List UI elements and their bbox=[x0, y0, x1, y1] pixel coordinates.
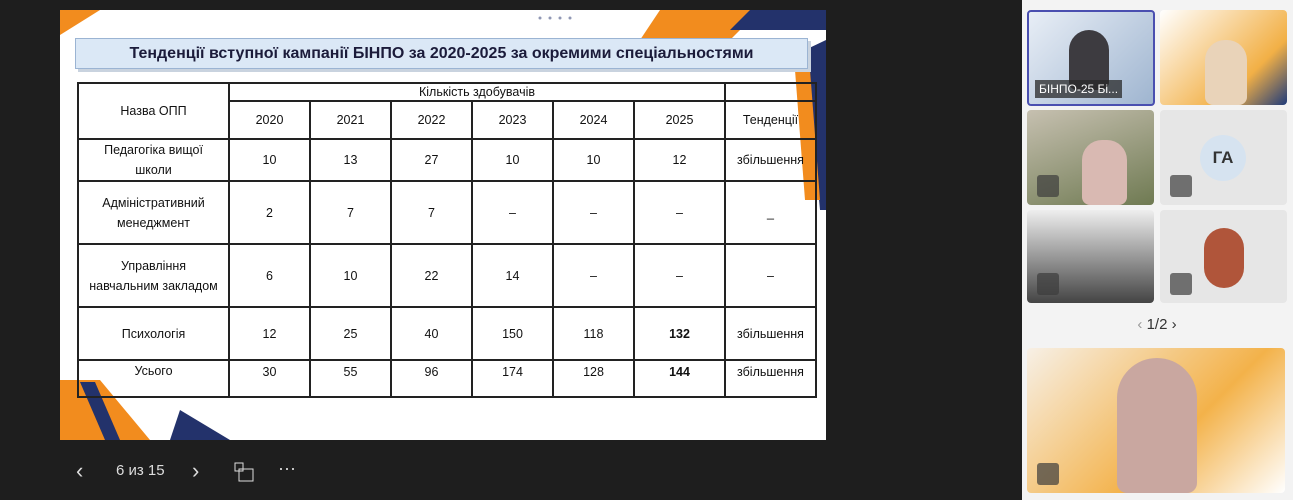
table-cell: 144 bbox=[633, 359, 726, 398]
header-cell: 2024 bbox=[552, 100, 635, 140]
header-cell: 2025 bbox=[633, 100, 726, 140]
row-name: Управління навчальним закладом bbox=[77, 243, 230, 308]
table-cell: 40 bbox=[390, 306, 473, 361]
table-cell: 12 bbox=[228, 306, 311, 361]
table-cell: 12 bbox=[633, 138, 726, 182]
header-cell: Кількість здобувачів bbox=[228, 82, 726, 102]
table-cell: – bbox=[471, 180, 554, 245]
pager-prev[interactable]: ‹ bbox=[1137, 316, 1143, 333]
table-cell: 150 bbox=[471, 306, 554, 361]
header-cell: 2022 bbox=[390, 100, 473, 140]
trend-cell: – bbox=[724, 243, 817, 308]
trend-cell: збільшення bbox=[724, 359, 817, 398]
video-tile[interactable] bbox=[1027, 210, 1154, 303]
table-cell: 10 bbox=[552, 138, 635, 182]
table-cell: 96 bbox=[390, 359, 473, 398]
header-cell: Назва ОПП bbox=[77, 82, 230, 140]
table-cell: – bbox=[633, 180, 726, 245]
pager-next[interactable]: › bbox=[1171, 316, 1177, 333]
table-cell: 174 bbox=[471, 359, 554, 398]
header-cell: Тенденції bbox=[724, 100, 817, 140]
table-cell: 7 bbox=[390, 180, 473, 245]
table-cell: 7 bbox=[309, 180, 392, 245]
header-cell: 2020 bbox=[228, 100, 311, 140]
row-name: Педагогіка вищої школи bbox=[77, 138, 230, 182]
next-button[interactable]: › bbox=[192, 458, 200, 483]
table-cell: 10 bbox=[471, 138, 554, 182]
table-row: Управління навчальним закладом 6 10 22 14– – – bbox=[77, 243, 817, 308]
slide: Тенденції вступної кампанії БІНПО за 202… bbox=[60, 10, 826, 440]
header-cell bbox=[724, 82, 817, 102]
table-cell: 22 bbox=[390, 243, 473, 308]
table-cell: 6 bbox=[228, 243, 311, 308]
video-tile[interactable]: ГА bbox=[1160, 110, 1287, 205]
header-cell: 2021 bbox=[309, 100, 392, 140]
video-tile[interactable] bbox=[1160, 210, 1287, 303]
video-tile[interactable] bbox=[1160, 10, 1287, 105]
table-cell: 10 bbox=[228, 138, 311, 182]
avatar-initials: ГА bbox=[1200, 135, 1246, 181]
row-name: Психологія bbox=[77, 306, 230, 361]
participant-name: БІНПО-25 Бі... bbox=[1035, 80, 1123, 98]
table-row: Психологія 12 25 40 150 118 132 збільшення bbox=[77, 306, 817, 361]
table-cell: 25 bbox=[309, 306, 392, 361]
header-row: Назва ОПП Кількість здобувачів bbox=[77, 82, 817, 140]
prev-button[interactable]: ‹ bbox=[76, 458, 84, 483]
video-tile[interactable] bbox=[1027, 110, 1154, 205]
video-tile[interactable] bbox=[1027, 348, 1285, 493]
header-row: 2020 2021 2022 2023 2024 2025 Тенденції bbox=[78, 100, 817, 140]
participants-panel: БІНПО-25 Бі... ГА ‹ 1/2 › bbox=[1022, 0, 1293, 500]
table-cell: 55 bbox=[309, 359, 392, 398]
table-cell: – bbox=[633, 243, 726, 308]
data-table: Назва ОПП Кількість здобувачів 2020 2021 202… bbox=[77, 82, 817, 398]
table-cell: 128 bbox=[552, 359, 635, 398]
table-cell: 118 bbox=[552, 306, 635, 361]
table-row: Усього 30 55 96 174 128 144 збільшення bbox=[77, 359, 817, 398]
table-cell: 2 bbox=[228, 180, 311, 245]
trend-cell: _ bbox=[724, 180, 817, 245]
table-cell: 13 bbox=[309, 138, 392, 182]
row-name: Адміністративний менеджмент bbox=[77, 180, 230, 245]
pager-text: 1/2 bbox=[1146, 316, 1168, 333]
table-cell: 14 bbox=[471, 243, 554, 308]
slide-title: Тенденції вступної кампанії БІНПО за 202… bbox=[75, 38, 808, 69]
more-button[interactable]: ··· bbox=[278, 458, 296, 478]
row-name: Усього bbox=[77, 359, 230, 398]
table-cell: – bbox=[552, 243, 635, 308]
table-cell: – bbox=[552, 180, 635, 245]
table-cell: 27 bbox=[390, 138, 473, 182]
table-row: Педагогіка вищої школи 10 13 27 10 10 12 збільш… bbox=[77, 138, 817, 182]
trend-cell: збільшення bbox=[724, 306, 817, 361]
header-cell: 2023 bbox=[471, 100, 554, 140]
video-tile[interactable]: БІНПО-25 Бі... bbox=[1027, 10, 1155, 106]
table-cell: 10 bbox=[309, 243, 392, 308]
table-row: Адміністративний менеджмент 2 7 7– – – _ bbox=[77, 180, 817, 245]
table-cell: 132 bbox=[633, 306, 726, 361]
participants-pager: ‹ 1/2 › bbox=[1122, 316, 1192, 333]
trend-cell: збільшення bbox=[724, 138, 817, 182]
table-cell: 30 bbox=[228, 359, 311, 398]
view-button[interactable] bbox=[233, 461, 255, 483]
page-indicator: 6 из 15 bbox=[116, 462, 165, 479]
